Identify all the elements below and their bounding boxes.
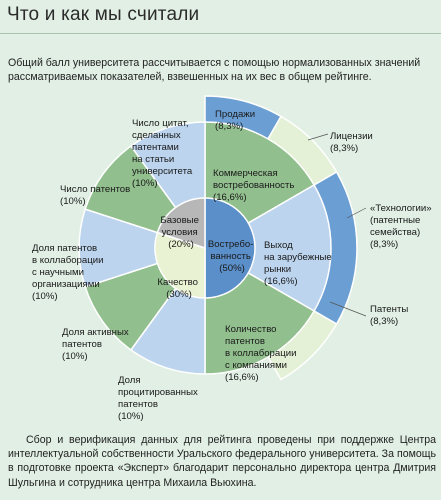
label-center-demand: Востребо- ванность (50%): [208, 239, 256, 274]
label-center-quality: Качество (30%): [157, 277, 200, 300]
middle-slice-science-collab: [78, 208, 208, 288]
middle-slice-foreign-markets: [203, 183, 332, 313]
page-title: Что и как мы считали: [7, 4, 200, 25]
leader-line-patents: [329, 301, 367, 317]
title-divider: [0, 33, 441, 34]
label-technologies: «Технологии» (патентные семейства) (8,3%…: [370, 203, 434, 250]
leader-line-licenses: [307, 133, 329, 141]
label-patent-count: Число патентов (10%): [60, 184, 133, 207]
label-company-collab: Количество патентов в коллаборации с ком…: [225, 324, 299, 383]
label-citations: Число цитат, сделанных патентами на стат…: [132, 118, 195, 189]
label-foreign-markets: Выход на зарубежные рынки (16,6%): [264, 240, 334, 287]
center-slice-quality: [154, 231, 206, 299]
label-licenses: Лицензии (8,3%): [330, 131, 375, 154]
intro-text: Общий балл университета рассчитывается с…: [8, 57, 421, 83]
label-patents: Патенты (8,3%): [370, 304, 411, 327]
label-active-patents: Доля активных патентов (10%): [62, 327, 131, 362]
label-cited-patents: Доля процитированных патентов (10%): [118, 375, 200, 422]
label-science-collab: Доля патентов в коллаборации с научными …: [32, 243, 106, 302]
leader-line-technologies: [346, 207, 367, 219]
center-slice-demand: [204, 197, 256, 299]
center-slice-base: [156, 197, 206, 250]
footer-text: Сбор и верификация данных для рейтинга п…: [8, 434, 436, 489]
label-center-base: Базовые условия (20%): [160, 215, 201, 250]
label-sales: Продажи (8,3%): [215, 109, 258, 132]
label-commercial: Коммерческая востребованность (16,6%): [213, 168, 297, 203]
